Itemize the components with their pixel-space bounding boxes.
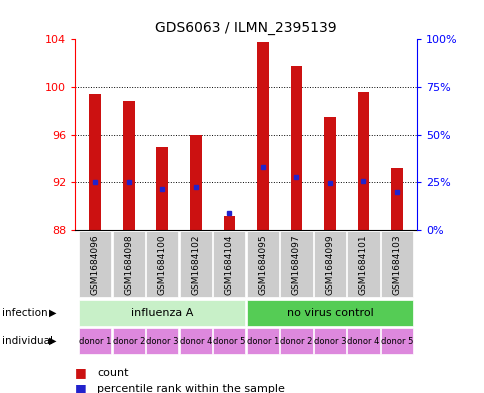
- Text: GSM1684099: GSM1684099: [325, 234, 334, 295]
- Text: ■: ■: [75, 382, 87, 393]
- Bar: [313, 231, 345, 297]
- Text: donor 3: donor 3: [146, 337, 178, 345]
- Bar: [89, 94, 101, 230]
- Bar: [357, 92, 369, 230]
- Bar: [79, 231, 111, 297]
- Bar: [146, 329, 178, 354]
- Bar: [246, 329, 278, 354]
- Text: GSM1684098: GSM1684098: [124, 234, 133, 295]
- Text: ▶: ▶: [48, 308, 56, 318]
- Text: influenza A: influenza A: [131, 308, 193, 318]
- Bar: [323, 117, 335, 230]
- Bar: [213, 231, 245, 297]
- Text: donor 3: donor 3: [313, 337, 346, 345]
- Bar: [280, 231, 312, 297]
- Text: GSM1684095: GSM1684095: [258, 234, 267, 295]
- Bar: [112, 231, 145, 297]
- Bar: [257, 42, 268, 230]
- Text: ■: ■: [75, 366, 87, 380]
- Text: GSM1684104: GSM1684104: [225, 234, 233, 294]
- Text: GSM1684103: GSM1684103: [392, 234, 401, 295]
- Bar: [246, 231, 278, 297]
- Text: GSM1684101: GSM1684101: [358, 234, 367, 295]
- Bar: [213, 329, 245, 354]
- Text: donor 1: donor 1: [79, 337, 111, 345]
- Text: GSM1684096: GSM1684096: [91, 234, 100, 295]
- Bar: [347, 329, 379, 354]
- Bar: [347, 231, 379, 297]
- Text: GSM1684100: GSM1684100: [157, 234, 166, 295]
- Text: count: count: [97, 368, 128, 378]
- Bar: [156, 147, 168, 230]
- Text: individual: individual: [2, 336, 53, 346]
- Text: donor 4: donor 4: [347, 337, 379, 345]
- Text: donor 5: donor 5: [213, 337, 245, 345]
- Bar: [122, 101, 135, 230]
- Bar: [290, 66, 302, 230]
- Bar: [380, 231, 412, 297]
- Bar: [79, 329, 111, 354]
- Text: donor 5: donor 5: [380, 337, 412, 345]
- Text: percentile rank within the sample: percentile rank within the sample: [97, 384, 284, 393]
- Bar: [146, 231, 178, 297]
- Bar: [180, 231, 212, 297]
- Text: GSM1684097: GSM1684097: [291, 234, 300, 295]
- Bar: [380, 329, 412, 354]
- Bar: [313, 329, 345, 354]
- Bar: [223, 216, 235, 230]
- Title: GDS6063 / ILMN_2395139: GDS6063 / ILMN_2395139: [155, 22, 336, 35]
- Text: infection: infection: [2, 308, 48, 318]
- Bar: [180, 329, 212, 354]
- Text: GSM1684102: GSM1684102: [191, 234, 200, 294]
- Text: donor 2: donor 2: [280, 337, 312, 345]
- Text: donor 2: donor 2: [112, 337, 145, 345]
- Bar: [246, 300, 412, 325]
- Text: donor 4: donor 4: [179, 337, 212, 345]
- Bar: [190, 134, 201, 230]
- Text: donor 1: donor 1: [246, 337, 278, 345]
- Text: no virus control: no virus control: [286, 308, 373, 318]
- Bar: [280, 329, 312, 354]
- Bar: [390, 168, 402, 230]
- Bar: [79, 300, 245, 325]
- Text: ▶: ▶: [48, 336, 56, 346]
- Bar: [112, 329, 145, 354]
